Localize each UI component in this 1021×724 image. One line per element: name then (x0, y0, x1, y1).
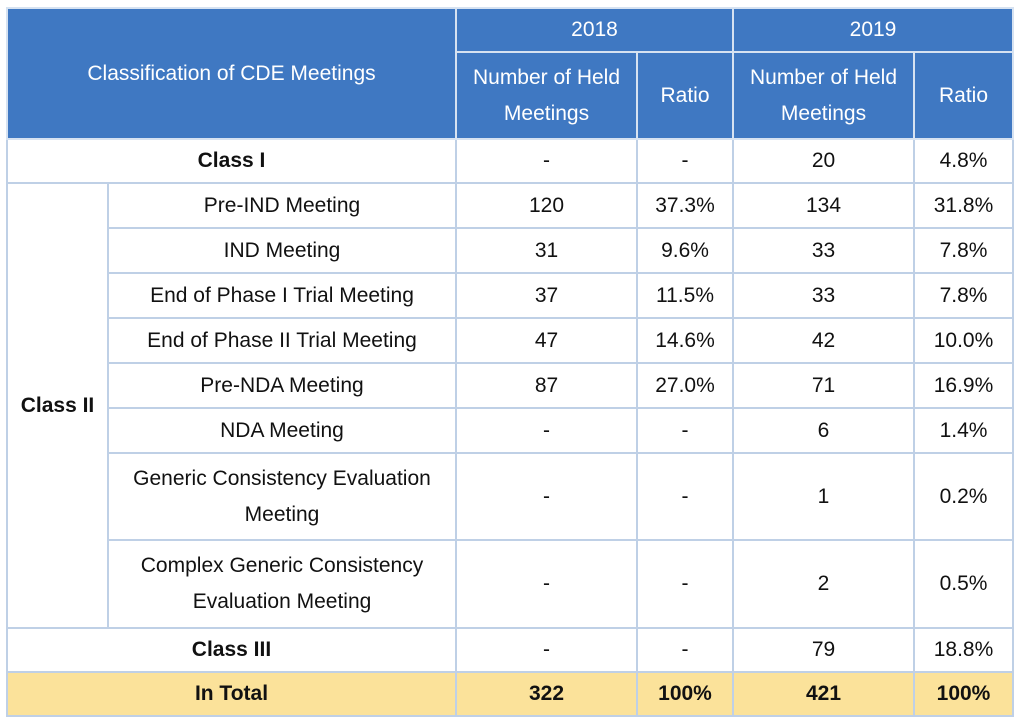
class-3-label: Class III (6, 627, 457, 673)
cell-2018-ratio: - (636, 627, 734, 673)
cell-2018-count: 47 (455, 317, 638, 364)
year-2019-header: 2019 (732, 7, 1014, 53)
cell-2018-count: - (455, 407, 638, 454)
cde-meetings-table: Classification of CDE Meetings 2018 2019… (6, 7, 1014, 717)
meeting-type-label: Pre-IND Meeting (107, 182, 457, 229)
cell-2019-count: 6 (732, 407, 915, 454)
cell-2019-count: 134 (732, 182, 915, 229)
cell-2019-ratio: 0.2% (913, 452, 1014, 541)
class-1-label: Class I (6, 138, 457, 184)
meeting-type-label: End of Phase I Trial Meeting (107, 272, 457, 319)
table-row: NDA Meeting - - 6 1.4% (7, 407, 1014, 454)
cell-2019-ratio: 10.0% (913, 317, 1014, 364)
cell-2018-ratio: - (636, 452, 734, 541)
cell-2018-count: 31 (455, 227, 638, 274)
cell-2018-ratio: - (636, 138, 734, 184)
table-row: Complex Generic Consistency Evaluation M… (7, 539, 1014, 629)
total-2019-count: 421 (732, 671, 915, 717)
cell-2018-ratio: 27.0% (636, 362, 734, 409)
table-row: End of Phase I Trial Meeting 37 11.5% 33… (7, 272, 1014, 319)
cell-2018-ratio: 11.5% (636, 272, 734, 319)
cell-2018-ratio: - (636, 407, 734, 454)
cell-2019-ratio: 18.8% (913, 627, 1014, 673)
meeting-type-label: NDA Meeting (107, 407, 457, 454)
table-row-class-3: Class III - - 79 18.8% (6, 627, 1014, 673)
held-meetings-2019-header: Number of Held Meetings (732, 51, 915, 140)
classification-header: Classification of CDE Meetings (6, 7, 457, 140)
cell-2018-count: 120 (455, 182, 638, 229)
cell-2019-count: 71 (732, 362, 915, 409)
cell-2018-count: 87 (455, 362, 638, 409)
total-2019-ratio: 100% (913, 671, 1014, 717)
meeting-type-label: IND Meeting (107, 227, 457, 274)
class-2-label: Class II (6, 182, 109, 629)
table-row-total: In Total 322 100% 421 100% (6, 671, 1014, 717)
cell-2018-count: - (455, 452, 638, 541)
cell-2019-count: 33 (732, 272, 915, 319)
meeting-type-label: End of Phase II Trial Meeting (107, 317, 457, 364)
cell-2019-count: 79 (732, 627, 915, 673)
cell-2019-ratio: 1.4% (913, 407, 1014, 454)
cell-2019-ratio: 31.8% (913, 182, 1014, 229)
year-2018-header: 2018 (455, 7, 734, 53)
table-row: Pre-NDA Meeting 87 27.0% 71 16.9% (7, 362, 1014, 409)
total-label: In Total (6, 671, 457, 717)
total-2018-ratio: 100% (636, 671, 734, 717)
cell-2019-count: 20 (732, 138, 915, 184)
meeting-type-label: Pre-NDA Meeting (107, 362, 457, 409)
table-row: IND Meeting 31 9.6% 33 7.8% (7, 227, 1014, 274)
cell-2018-ratio: 9.6% (636, 227, 734, 274)
cell-2018-ratio: 14.6% (636, 317, 734, 364)
cell-2018-count: - (455, 539, 638, 629)
header-row-years: Classification of CDE Meetings 2018 2019 (6, 7, 1014, 140)
total-2018-count: 322 (455, 671, 638, 717)
ratio-2018-header: Ratio (636, 51, 734, 140)
cell-2018-ratio: 37.3% (636, 182, 734, 229)
held-meetings-2018-header: Number of Held Meetings (455, 51, 638, 140)
cell-2019-count: 2 (732, 539, 915, 629)
cell-2019-count: 42 (732, 317, 915, 364)
meeting-type-label: Complex Generic Consistency Evaluation M… (107, 539, 457, 629)
cell-2019-ratio: 7.8% (913, 272, 1014, 319)
cell-2019-ratio: 7.8% (913, 227, 1014, 274)
table-row: Generic Consistency Evaluation Meeting -… (7, 452, 1014, 541)
meeting-type-label: Generic Consistency Evaluation Meeting (107, 452, 457, 541)
ratio-2019-header: Ratio (913, 51, 1014, 140)
table-row: Class II Pre-IND Meeting 120 37.3% 134 3… (6, 182, 1014, 629)
cell-2019-count: 1 (732, 452, 915, 541)
cell-2018-count: - (455, 627, 638, 673)
cell-2019-ratio: 16.9% (913, 362, 1014, 409)
cell-2019-count: 33 (732, 227, 915, 274)
table-row: End of Phase II Trial Meeting 47 14.6% 4… (7, 317, 1014, 364)
cell-2018-count: 37 (455, 272, 638, 319)
cell-2019-ratio: 0.5% (913, 539, 1014, 629)
table-row-class-1: Class I - - 20 4.8% (6, 138, 1014, 184)
cell-2018-count: - (455, 138, 638, 184)
cell-2018-ratio: - (636, 539, 734, 629)
cell-2019-ratio: 4.8% (913, 138, 1014, 184)
header-row-columns: Number of Held Meetings Ratio Number of … (7, 51, 1014, 140)
